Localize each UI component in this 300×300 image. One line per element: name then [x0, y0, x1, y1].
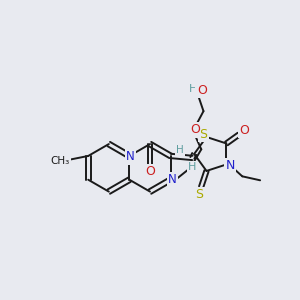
Text: S: S [195, 188, 203, 201]
Text: S: S [200, 128, 208, 140]
Text: O: O [239, 124, 249, 137]
Text: H: H [189, 84, 197, 94]
Text: H: H [176, 145, 184, 155]
Text: N: N [226, 159, 235, 172]
Text: H: H [188, 162, 196, 172]
Text: CH₃: CH₃ [51, 156, 70, 166]
Text: O: O [197, 84, 207, 97]
Text: O: O [145, 165, 155, 178]
Text: N: N [126, 150, 135, 164]
Text: O: O [190, 123, 200, 136]
Text: N: N [168, 173, 177, 186]
